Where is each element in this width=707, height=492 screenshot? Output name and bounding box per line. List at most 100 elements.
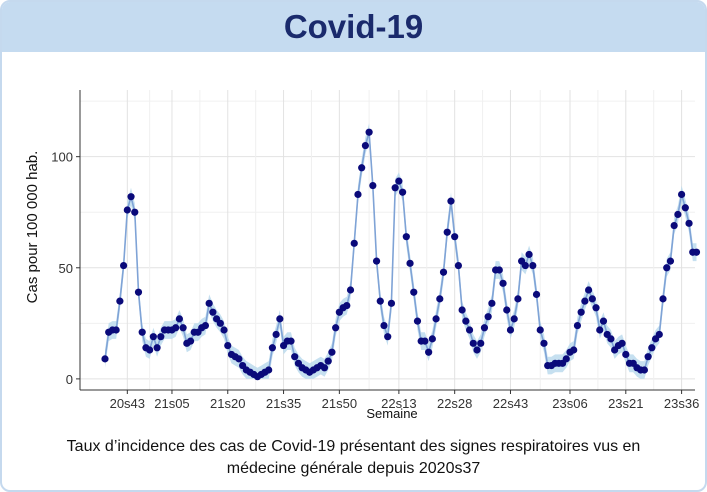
data-point [428,335,436,343]
data-point [387,299,396,307]
data-point [655,330,663,339]
data-point [592,304,600,312]
data-point [581,297,589,305]
data-point [146,346,154,354]
data-point [506,326,515,334]
data-point [599,317,608,325]
grid [80,90,695,390]
data-point [410,288,418,296]
x-tick-label: 23s36 [664,396,699,411]
data-point [186,337,195,345]
data-point [372,257,381,265]
data-point [644,353,652,361]
data-point [116,297,124,305]
data-point [101,355,109,363]
data-point [369,181,377,190]
data-point [640,366,649,374]
data-point [402,233,410,241]
x-tick-label: 22s13 [381,396,416,411]
data-point [510,315,518,323]
x-tick-labels: 20s43 21s05 21s20 21s35 21s50 22s13 22s28 22s43… [110,390,699,411]
data-point [514,295,522,303]
data-point [235,355,243,363]
data-point [588,295,596,303]
x-tick-label: 22s43 [493,396,528,411]
data-point [172,324,180,332]
data-point [425,348,433,356]
data-point [413,317,422,325]
data-point [458,306,466,314]
data-point [179,324,187,332]
data-point [618,339,626,347]
data-point [391,184,399,192]
data-point [536,326,544,334]
data-point [354,190,362,199]
data-point [439,268,448,276]
y-tick-labels: 0 50 100 [51,150,80,387]
data-point [503,306,511,314]
data-point [495,266,503,274]
x-tick-label: 20s43 [110,396,145,411]
data-point [380,321,388,330]
data-point [216,319,224,327]
data-point [127,193,135,201]
data-point [272,330,280,339]
data-point [384,333,392,341]
y-tick-label: 50 [59,261,73,276]
y-tick-label: 100 [51,150,73,165]
data-point [670,221,678,230]
data-point [224,341,232,350]
data-point [484,313,492,321]
data-point [488,299,496,307]
data-point [477,339,485,347]
data-point [663,264,671,272]
y-axis-label: Cas pour 100 000 hab. [24,151,41,304]
data-point [332,324,340,332]
data-point [209,308,217,316]
data-point [432,315,440,323]
data-point [406,259,414,267]
data-point [685,219,693,227]
data-point [291,353,299,361]
data-point [365,128,373,136]
data-point [436,295,444,303]
x-tick-label: 22s28 [437,396,472,411]
data-point [320,364,329,372]
figure-caption: Taux d’incidence des cas de Covid-19 pré… [2,436,705,480]
data-point [521,261,529,270]
data-point [659,295,667,303]
data-point [205,299,213,307]
data-point [350,239,358,247]
data-point [361,141,369,150]
data-point [562,355,570,363]
x-tick-label: 21s50 [322,396,357,411]
data-point [499,279,507,287]
data-point [577,308,585,316]
x-tick-label: 21s20 [210,396,245,411]
axes [79,90,695,391]
data-point [451,233,459,241]
x-tick-label: 21s35 [266,396,301,411]
data-point [570,346,578,354]
data-point [376,297,384,305]
data-point [622,350,630,359]
data-point [265,366,273,374]
y-tick-label: 0 [66,372,73,387]
data-point [607,335,615,343]
data-point [276,315,284,323]
data-point [480,324,489,332]
data-point [469,339,477,347]
data-point [343,301,351,310]
data-point [462,317,470,325]
data-point [465,326,474,334]
data-point [395,177,403,185]
data-point [149,333,157,341]
data-point [421,337,429,345]
x-tick-label: 23s06 [552,396,587,411]
data-point [175,315,183,323]
data-point [201,321,210,330]
data-point [596,326,604,334]
data-point [585,286,593,294]
data-point [157,333,165,341]
